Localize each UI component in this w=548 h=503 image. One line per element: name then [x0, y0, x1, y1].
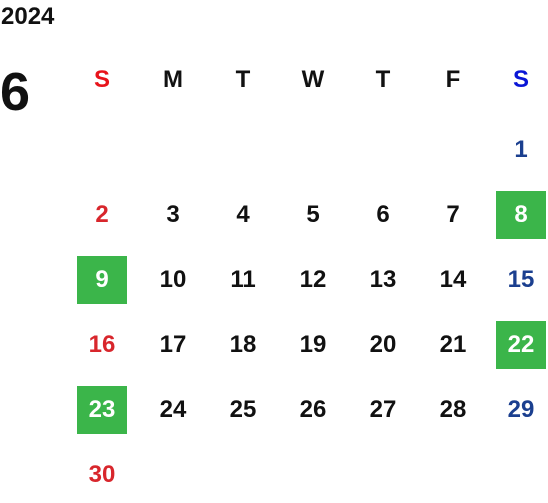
weekday-label: M: [163, 66, 183, 93]
day: 3: [166, 201, 180, 228]
day: 24: [159, 396, 187, 423]
day: 14: [439, 266, 467, 293]
weekday-label: S: [512, 66, 529, 93]
highlighted-day: 23: [77, 386, 127, 434]
weekday-label: T: [235, 66, 251, 93]
day: 20: [369, 331, 397, 358]
day: 27: [369, 396, 397, 423]
day: 26: [299, 396, 327, 423]
month: 6: [0, 62, 31, 122]
day: 29: [507, 396, 535, 423]
day: 2: [95, 201, 109, 228]
day: 6: [376, 201, 390, 228]
year: 2024: [1, 3, 55, 30]
day: 11: [230, 266, 256, 293]
day: 25: [229, 396, 257, 423]
day: 28: [439, 396, 467, 423]
weekday-label: F: [445, 66, 461, 93]
day: 12: [299, 266, 327, 293]
day: 17: [159, 331, 187, 358]
day: 10: [159, 266, 187, 293]
day: 4: [236, 201, 250, 228]
highlighted-day: 22: [496, 321, 546, 369]
highlighted-day: 8: [496, 191, 546, 239]
day: 30: [88, 461, 116, 488]
weekday-label: S: [93, 66, 110, 93]
day: 1: [514, 136, 528, 163]
day: 13: [369, 266, 397, 293]
day: 18: [229, 331, 257, 358]
day: 16: [88, 331, 116, 358]
highlighted-day: 9: [77, 256, 127, 304]
day: 21: [439, 331, 467, 358]
day: 7: [446, 201, 460, 228]
day: 5: [306, 201, 320, 228]
day: 15: [507, 266, 535, 293]
weekday-label: T: [375, 66, 391, 93]
day: 19: [299, 331, 327, 358]
weekday-label: W: [301, 66, 325, 93]
